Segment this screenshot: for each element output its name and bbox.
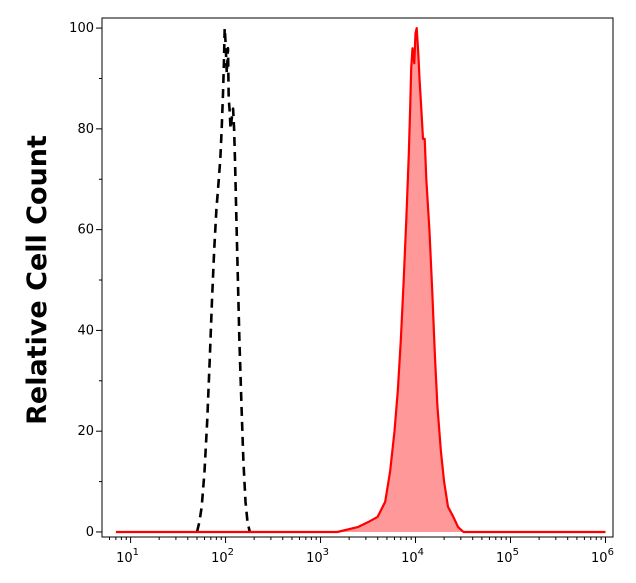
plot-frame: [101, 17, 614, 538]
x-tick-label: 101: [116, 547, 139, 566]
series-layer: [115, 26, 606, 534]
y-tick-label: 60: [77, 223, 94, 238]
series-0-line: [195, 26, 252, 533]
y-tick-label: 20: [77, 424, 94, 439]
x-tick-label: 103: [306, 547, 329, 566]
x-tick-label: 102: [211, 547, 234, 566]
y-tick-label: 80: [77, 122, 94, 137]
y-axis-label: Relative Cell Count: [22, 135, 53, 425]
series-1-line: [115, 27, 606, 534]
x-tick-label: 106: [591, 547, 614, 566]
y-tick-label: 0: [86, 525, 94, 540]
y-tick-label: 40: [77, 323, 94, 338]
y-tick-label: 100: [69, 21, 94, 36]
x-tick-label: 104: [401, 547, 424, 566]
series-1-fill: [115, 28, 606, 532]
x-axis: 101 102 103 104 105 106: [109, 537, 614, 566]
x-tick-label: 105: [496, 547, 519, 566]
y-axis: 0 20 40 60 80 100: [69, 21, 102, 540]
